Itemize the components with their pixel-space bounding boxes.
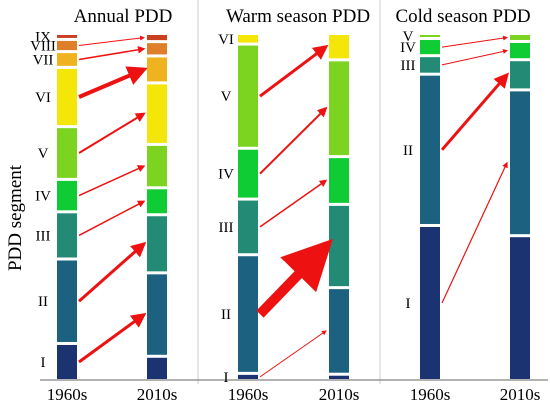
bar-label: 1960s bbox=[410, 385, 451, 404]
flow-arrow-i-to-ii bbox=[259, 330, 327, 378]
segment-label-viii: VIII bbox=[30, 39, 56, 55]
segment-label-iv: IV bbox=[400, 40, 416, 56]
flow-arrow-ii-to-iii bbox=[256, 238, 333, 318]
bar-segment-iii bbox=[147, 216, 167, 272]
bar-segment-i bbox=[420, 226, 440, 379]
segment-label-v: V bbox=[221, 89, 232, 105]
bar-segment-iv bbox=[238, 149, 258, 198]
segment-label-v: V bbox=[403, 29, 414, 45]
segment-label-iii: III bbox=[219, 220, 234, 236]
flow-arrow-v-to-vi bbox=[259, 44, 329, 98]
bar-segment-vi bbox=[147, 84, 167, 143]
segment-label-i: I bbox=[41, 355, 46, 371]
flow-arrow-vi-to-vii bbox=[78, 66, 148, 99]
segment-label-vii: VII bbox=[33, 53, 54, 69]
segment-label-ii: II bbox=[403, 143, 413, 159]
segment-label-ii: II bbox=[221, 307, 231, 323]
bar-segment-i bbox=[238, 374, 258, 379]
segment-label-ix: IX bbox=[35, 30, 51, 46]
bar-segment-i bbox=[510, 237, 530, 379]
flow-arrow-iv-to-v bbox=[78, 165, 146, 197]
bar-segment-iv bbox=[329, 158, 349, 203]
panel-title: Annual PDD bbox=[74, 6, 173, 27]
bar-segment-v bbox=[420, 35, 440, 38]
segment-label-vi: VI bbox=[218, 32, 234, 48]
bar-segment-iii bbox=[420, 57, 440, 73]
bar-segment-iv bbox=[147, 189, 167, 214]
flow-arrow-ii-to-iii bbox=[440, 72, 509, 151]
bar-segment-ii bbox=[329, 289, 349, 373]
bar-label: 1960s bbox=[228, 385, 269, 404]
bar-segment-iii bbox=[329, 205, 349, 287]
segment-label-vi: VI bbox=[35, 90, 51, 106]
bar-segment-ii bbox=[238, 256, 258, 372]
bar-segment-v bbox=[510, 35, 530, 40]
flow-arrow-v-to-vi bbox=[78, 112, 146, 154]
bar-label: 1960s bbox=[47, 385, 88, 404]
bar-segment-vii bbox=[147, 57, 167, 82]
bar-segment-vi bbox=[238, 35, 258, 43]
flow-arrow-ii-to-iii bbox=[78, 241, 147, 303]
flow-arrow-iv-to-v bbox=[259, 106, 328, 175]
bar-label: 2010s bbox=[137, 385, 178, 404]
bar-segment-viii bbox=[147, 43, 167, 55]
bar-segment-v bbox=[329, 61, 349, 156]
segment-label-iii: III bbox=[401, 58, 416, 74]
flow-arrow-vii-to-viii bbox=[78, 46, 146, 61]
bar-segment-ii bbox=[420, 75, 440, 224]
bar-label: 2010s bbox=[500, 385, 541, 404]
bar-segment-v bbox=[57, 128, 77, 178]
bar-segment-i bbox=[147, 357, 167, 379]
segment-label-iv: IV bbox=[218, 167, 234, 183]
bar-segment-iv bbox=[510, 42, 530, 59]
segment-label-i: I bbox=[406, 296, 411, 312]
bar-segment-i bbox=[329, 375, 349, 379]
flow-arrow-i-to-ii bbox=[78, 312, 147, 364]
bar-segment-iii bbox=[238, 200, 258, 254]
panel-title: Warm season PDD bbox=[226, 6, 370, 27]
bar-segment-iv bbox=[420, 40, 440, 55]
bar-segment-vi bbox=[57, 68, 77, 126]
segment-label-ii: II bbox=[38, 294, 48, 310]
bar-segment-ii bbox=[510, 91, 530, 235]
panel-title: Cold season PDD bbox=[395, 6, 530, 27]
segment-label-iv: IV bbox=[35, 189, 51, 205]
bar-segment-ix bbox=[57, 35, 77, 38]
bar-segment-ii bbox=[57, 260, 77, 342]
flow-arrow-iv-to-v bbox=[441, 35, 508, 48]
bar-segment-iii bbox=[57, 213, 77, 258]
bar-segment-ii bbox=[147, 274, 167, 355]
bar-segment-v bbox=[147, 145, 167, 187]
bar-segment-iv bbox=[57, 180, 77, 211]
bar-segment-viii bbox=[57, 40, 77, 51]
bar-segment-i bbox=[57, 344, 77, 379]
flow-arrow-viii-to-ix bbox=[78, 35, 145, 46]
flow-arrow-i-to-ii bbox=[441, 161, 508, 304]
flow-arrow-iii-to-iv bbox=[259, 179, 328, 228]
segment-label-iii: III bbox=[36, 228, 51, 244]
flow-arrow-iii-to-iv bbox=[78, 200, 146, 237]
bar-label: 2010s bbox=[319, 385, 360, 404]
flow-arrow-iii-to-iv bbox=[441, 49, 508, 66]
segment-label-v: V bbox=[38, 146, 49, 162]
bar-segment-vi bbox=[329, 35, 349, 59]
bar-segment-vii bbox=[57, 53, 77, 66]
segment-label-i: I bbox=[224, 370, 229, 386]
bar-segment-iii bbox=[510, 61, 530, 89]
bar-segment-v bbox=[238, 45, 258, 147]
bar-segment-ix bbox=[147, 35, 167, 41]
y-axis-label: PDD segment bbox=[5, 164, 26, 271]
